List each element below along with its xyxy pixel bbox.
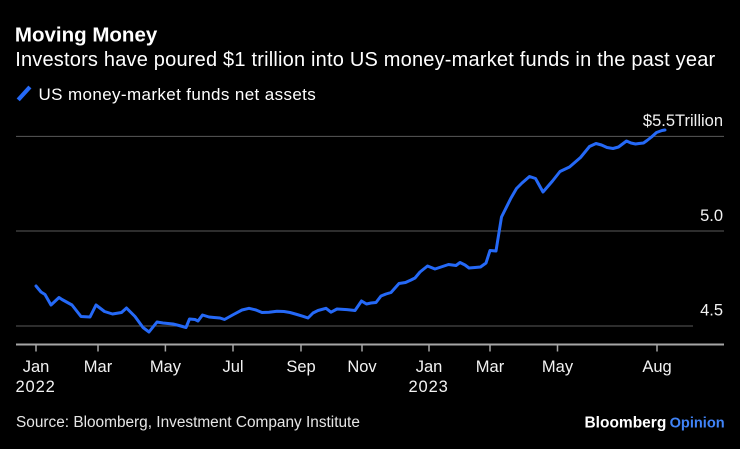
svg-text:Investors have poured $1 trill: Investors have poured $1 trillion into U… (15, 49, 715, 71)
svg-text:Source: Bloomberg, Investment: Source: Bloomberg, Investment Company In… (16, 414, 360, 431)
svg-text:Bloomberg: Bloomberg (584, 415, 666, 432)
svg-text:Mar: Mar (84, 358, 113, 376)
svg-text:Jul: Jul (222, 358, 243, 376)
svg-text:Mar: Mar (476, 358, 505, 376)
svg-text:Jan: Jan (23, 358, 50, 376)
svg-text:Moving Money: Moving Money (15, 24, 158, 47)
svg-text:2023: 2023 (408, 378, 448, 396)
svg-text:4.5: 4.5 (700, 302, 723, 320)
svg-text:2022: 2022 (15, 378, 55, 396)
svg-text:May: May (150, 358, 182, 376)
svg-text:Sep: Sep (286, 358, 315, 376)
svg-text:5.0: 5.0 (700, 207, 723, 225)
svg-text:Opinion: Opinion (670, 416, 725, 432)
svg-text:$5.5Trillion: $5.5Trillion (643, 112, 723, 130)
svg-text:Jan: Jan (416, 358, 443, 376)
svg-text:Nov: Nov (347, 358, 377, 376)
svg-text:US money-market funds net asse: US money-market funds net assets (39, 85, 317, 104)
svg-text:May: May (542, 358, 574, 376)
svg-text:Aug: Aug (642, 358, 671, 376)
